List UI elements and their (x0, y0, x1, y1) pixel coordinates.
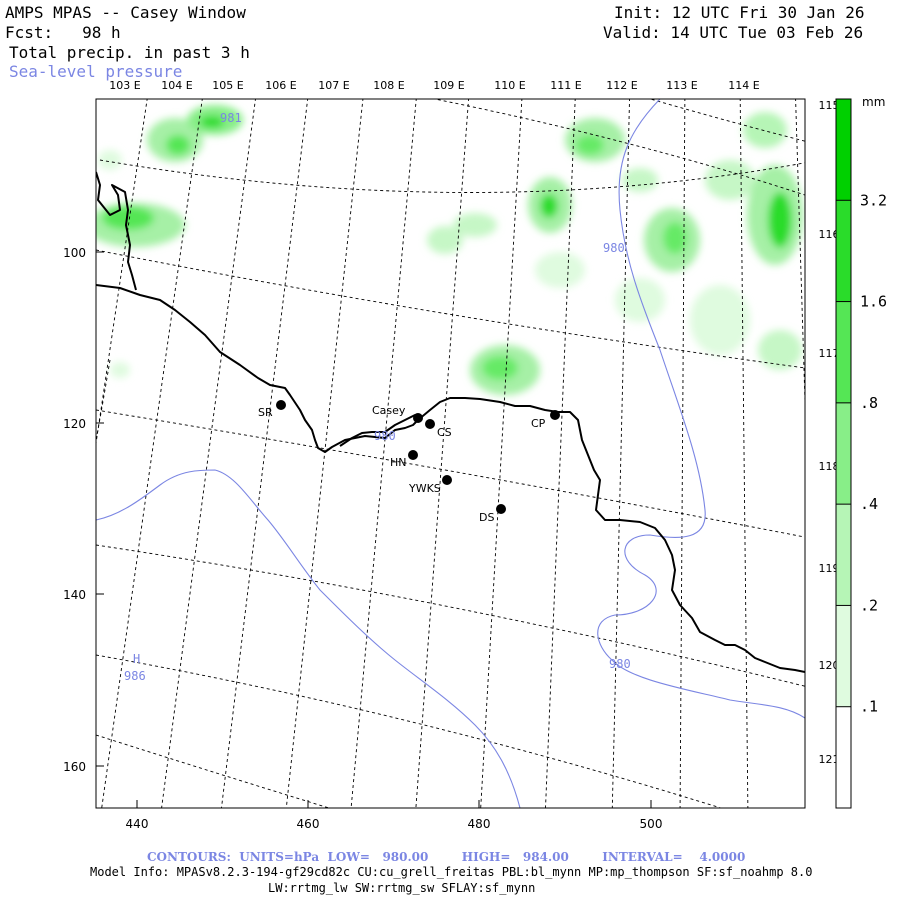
colorbar-label: .2 (860, 596, 878, 614)
station-dot (550, 410, 560, 420)
y-tick-label: 160 (63, 760, 86, 774)
colorbar-swatch (836, 99, 851, 201)
forecast-hour: Fcst: 98 h (5, 23, 121, 42)
contour-label: H (133, 652, 140, 666)
station-label: DS (479, 511, 494, 524)
longitude-label: 107 E (318, 79, 349, 92)
station-label: YWKS (408, 482, 441, 495)
axis-ticks (96, 251, 652, 808)
x-tick-label: 480 (468, 817, 491, 831)
colorbar-swatch (836, 402, 851, 505)
init-time: Init: 12 UTC Fri 30 Jan 26 (614, 3, 865, 22)
latitude-gridlines (96, 99, 805, 808)
colorbar-label: .1 (860, 698, 878, 716)
plot-frame (95, 98, 806, 809)
longitude-label: 106 E (265, 79, 296, 92)
longitude-label: 109 E (433, 79, 464, 92)
station-label: CS (437, 426, 452, 439)
contour-label-group: 980 980 981 980 986 H (124, 111, 631, 683)
station-dot (425, 419, 435, 429)
y-tick-label: 100 (63, 246, 86, 260)
station-dot (276, 400, 286, 410)
model-info-line-2: LW:rrtmg_lw SW:rrtmg_sw SFLAY:sf_mynn (268, 881, 536, 895)
station-label: HN (390, 456, 407, 469)
longitude-label: 105 E (212, 79, 243, 92)
colorbar-swatch (836, 504, 851, 606)
x-tick-labels: 440 460 480 500 (126, 817, 663, 831)
y-tick-label: 120 (63, 417, 86, 431)
pressure-contours (96, 99, 805, 808)
y-tick-label: 140 (63, 588, 86, 602)
contour-label: 986 (124, 669, 146, 683)
contour-label: 980 (603, 241, 625, 255)
colorbar-swatch (836, 200, 851, 302)
precip-shading (96, 105, 803, 395)
contours-info: CONTOURS: UNITS=hPa LOW= 980.00 HIGH= 98… (147, 850, 746, 864)
colorbar-frame (835, 98, 852, 809)
longitude-label: 108 E (373, 79, 404, 92)
station-dot (408, 450, 418, 460)
x-tick-label: 440 (126, 817, 149, 831)
longitude-label: 103 E (109, 79, 140, 92)
precip-colorbar (835, 98, 852, 809)
station-dot (413, 413, 423, 423)
station-dot (496, 504, 506, 514)
longitude-label: 113 E (666, 79, 697, 92)
station-label: CP (531, 417, 546, 430)
station-label: Casey (372, 404, 406, 417)
colorbar-label: .4 (860, 495, 878, 513)
y-tick-labels: 100 120 140 160 (63, 246, 86, 774)
longitude-label: 112 E (606, 79, 637, 92)
colorbar-swatch (836, 605, 851, 707)
colorbar-unit: mm (862, 95, 885, 109)
longitude-gridlines (96, 99, 805, 808)
station-dot (442, 475, 452, 485)
x-tick-label: 460 (297, 817, 320, 831)
map-title: AMPS MPAS -- Casey Window (5, 3, 246, 22)
colorbar-swatch (836, 301, 851, 403)
longitude-label: 114 E (728, 79, 759, 92)
contour-label: 980 (374, 429, 396, 443)
longitude-label: 104 E (161, 79, 192, 92)
valid-time: Valid: 14 UTC Tue 03 Feb 26 (603, 23, 864, 42)
colorbar-label: .8 (860, 394, 878, 412)
contour-label: 980 (609, 657, 631, 671)
colorbar-label: 3.2 (860, 191, 887, 209)
station-label: SR (258, 406, 273, 419)
field-name: Total precip. in past 3 h (9, 43, 250, 62)
colorbar-swatch (836, 706, 851, 808)
model-info-line-1: Model Info: MPASv8.2.3-194-gf29cd82c CU:… (90, 865, 813, 879)
longitude-labels-top: 103 E 104 E 105 E 106 E 107 E 108 E 109 E 110 E… (109, 79, 759, 92)
longitude-label: 111 E (550, 79, 581, 92)
overlay-name: Sea-level pressure (9, 62, 183, 81)
colorbar-labels: 3.2 1.6 .8 .4 .2 .1 (860, 191, 887, 715)
longitude-label: 110 E (494, 79, 525, 92)
x-tick-label: 500 (640, 817, 663, 831)
coastline (96, 171, 805, 673)
contour-label: 981 (220, 111, 242, 125)
colorbar-label: 1.6 (860, 293, 887, 311)
